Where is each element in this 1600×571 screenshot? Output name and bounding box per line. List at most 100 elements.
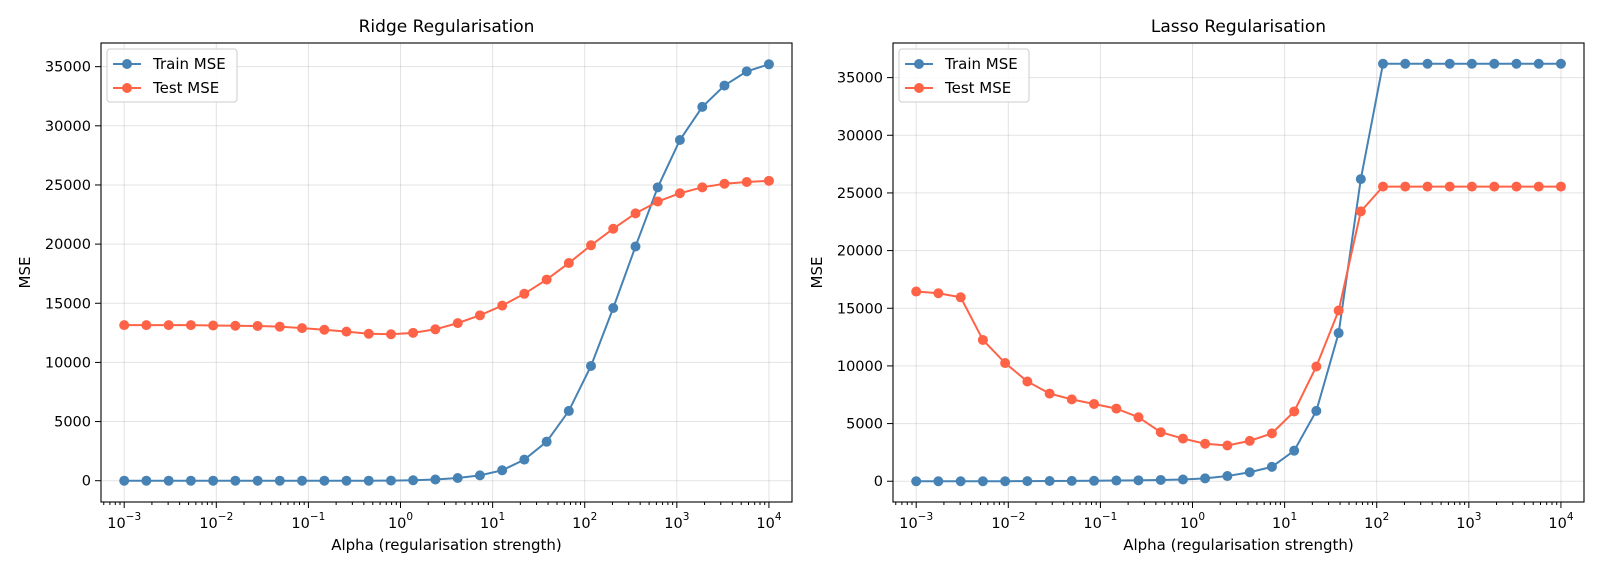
chart2-frame: [892, 42, 1585, 503]
chart2-series-train-mse-point: [1422, 58, 1433, 69]
chart2-xtick-label: 102: [1364, 511, 1389, 532]
chart2-xtick-label: 10−3: [899, 511, 933, 532]
chart2-series-test-mse-point: [1044, 388, 1055, 399]
chart1-series-train-mse-point: [163, 475, 174, 486]
chart2-series-test-mse-point: [1177, 433, 1188, 444]
chart2-series-train-mse: [911, 58, 1566, 487]
chart2-series-train-mse-point: [1022, 476, 1033, 487]
chart2-series-train-mse-point: [1333, 328, 1344, 339]
chart2-xtick-label: 100: [1180, 511, 1205, 532]
chart1-ytick-label: 25000: [45, 178, 91, 194]
chart2-series-train-mse-point: [1533, 58, 1544, 69]
chart1-ytick-label: 5000: [54, 415, 91, 431]
chart1-xtick-label: 102: [572, 511, 597, 532]
chart1-ytick-label: 10000: [45, 355, 91, 371]
chart2-series-test-mse-point: [1133, 412, 1144, 423]
chart1-series-test-mse-point: [297, 323, 308, 334]
chart1-xtick-label: 101: [480, 511, 505, 532]
chart2-series-test-mse: [911, 181, 1566, 451]
chart2-series-test-mse-point: [1400, 181, 1411, 192]
chart2-series-test-mse-point: [1066, 394, 1077, 405]
chart1-series-train-mse-point: [674, 135, 685, 146]
chart2-series-train-mse-point: [1222, 471, 1233, 482]
chart2-ytick-label: 20000: [837, 244, 883, 260]
chart1-series-test-mse-point: [497, 300, 508, 311]
chart2-series-test-mse-point: [1378, 181, 1389, 192]
chart1-series-test-mse-point: [230, 320, 241, 331]
chart1-series-train-mse-point: [141, 475, 152, 486]
chart2-series-train-mse-point: [1511, 58, 1522, 69]
chart1-series-train-mse-point: [230, 475, 241, 486]
chart2-series-test-mse-point: [977, 334, 988, 345]
chart2-series-train-mse-point: [1177, 474, 1188, 485]
chart1-series-train-mse-point: [586, 360, 597, 371]
chart2-legend-entry-label: Test MSE: [944, 79, 1011, 97]
chart1-series-train-mse-point: [563, 405, 574, 416]
chart2-series-test-mse-point: [1466, 181, 1477, 192]
chart1-series-train-mse-point: [252, 475, 263, 486]
chart2-series-test-mse-point: [1266, 428, 1277, 439]
chart1-frame: [100, 42, 793, 503]
chart2-series-train-mse-point: [1155, 474, 1166, 485]
chart1-ytick-label: 20000: [45, 237, 91, 253]
chart1-series-test-mse-point: [563, 258, 574, 269]
chart2-series-train-mse-point: [1111, 475, 1122, 486]
chart1-series-train-mse-point: [119, 475, 130, 486]
chart2-series-test-mse-point: [1311, 361, 1322, 372]
chart1-series-test-mse-point: [141, 320, 152, 331]
chart2-series-train-mse-point: [911, 476, 922, 487]
chart2-series-test-mse-point: [911, 286, 922, 297]
chart1-series-train-mse-point: [719, 80, 730, 91]
chart2-series-train-mse-point: [1555, 58, 1566, 69]
chart1-series-train-mse-point: [519, 454, 530, 465]
chart1-series-test-mse-point: [274, 321, 285, 332]
chart2-series-test-mse-point: [1333, 305, 1344, 316]
chart2-ytick-label: 5000: [846, 417, 883, 433]
chart2-series-test-mse-point: [1022, 376, 1033, 387]
chart2-series-test-mse-point: [1244, 435, 1255, 446]
chart1-series-train-mse-point: [341, 475, 352, 486]
chart2-series-test-mse-point: [1222, 440, 1233, 451]
chart2-series-train-mse-point: [1200, 473, 1211, 484]
chart1-series-test-mse-point: [697, 182, 708, 193]
chart1-series-test-mse-point: [541, 274, 552, 285]
chart1-series-test-mse-point: [341, 326, 352, 337]
chart2-series-train-mse-point: [977, 476, 988, 487]
chart2-series-train-mse-point: [955, 476, 966, 487]
chart2-series-test-mse-point: [1111, 403, 1122, 414]
chart2-series-test-mse-point: [1000, 358, 1011, 369]
chart2-xtick-label: 10−2: [991, 511, 1025, 532]
chart2-legend-entry-marker: [914, 83, 924, 93]
chart1-series-test-mse-point: [452, 318, 463, 329]
chart1-xtick-label: 104: [756, 511, 781, 532]
chart1-ytick-label: 30000: [45, 119, 91, 135]
chart1-series-train-mse-point: [608, 302, 619, 313]
chart1-series-train-mse-line: [124, 63, 770, 482]
chart2-series-train-mse-point: [1066, 475, 1077, 486]
chart2-series-train-mse-point: [1044, 476, 1055, 487]
chart2-series-test-mse-point: [1555, 181, 1566, 192]
chart1-series-test-mse: [119, 175, 774, 340]
chart2-series-test-mse-point: [1089, 398, 1100, 409]
chart2-ytick-label: 25000: [837, 186, 883, 202]
chart2-legend: Train MSE Test MSE: [898, 48, 1030, 103]
chart1-series-test-mse-point: [586, 240, 597, 251]
chart1-series-train-mse-point: [474, 470, 485, 481]
chart1-series-train-mse-point: [630, 241, 641, 252]
chart1-series-train-mse-point: [763, 59, 774, 70]
chart2-ylabel: MSE: [808, 257, 826, 289]
chart2-series-train-mse-line: [916, 62, 1561, 483]
chart1-ytick-label: 35000: [45, 60, 91, 76]
chart2-series-train-mse-point: [1089, 475, 1100, 486]
chart2-series-test-mse-point: [1489, 181, 1500, 192]
chart2-legend-entry-label: Train MSE: [944, 55, 1018, 73]
chart2-series-train-mse-point: [1289, 445, 1300, 456]
chart1-series-train-mse-point: [541, 436, 552, 447]
chart1-legend-entry-label: Test MSE: [152, 79, 219, 97]
chart1-series-train-mse: [119, 59, 774, 486]
chart1-series-train-mse-point: [697, 101, 708, 112]
chart1-xtick-label: 103: [664, 511, 689, 532]
chart1-series-test-mse-point: [385, 329, 396, 340]
chart2-series-train-mse-point: [1444, 58, 1455, 69]
